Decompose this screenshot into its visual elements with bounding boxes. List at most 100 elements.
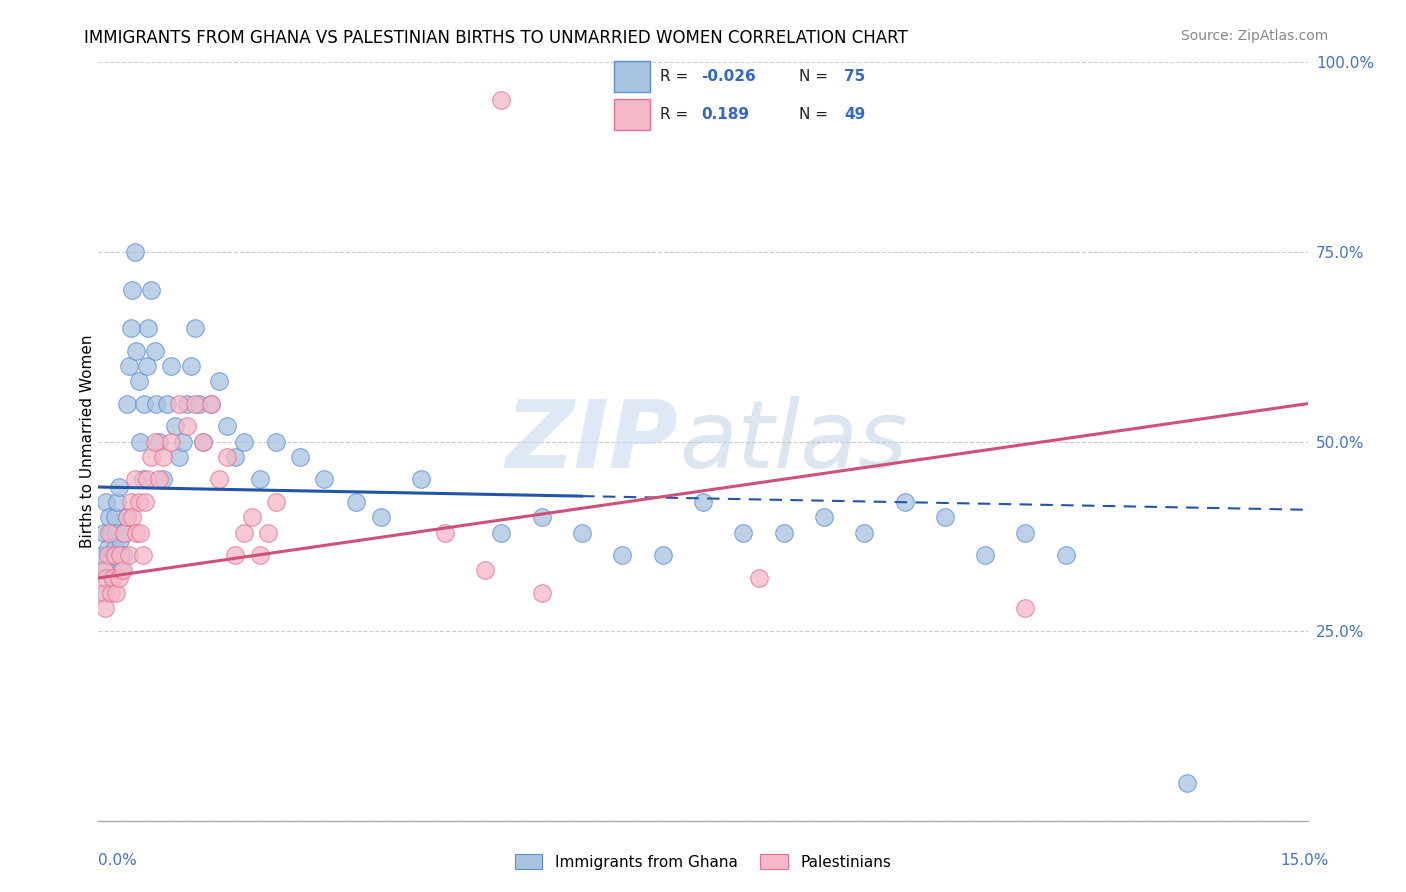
Point (651, 548, 673, 563)
Text: R =: R = (659, 107, 697, 122)
Point (121, 510, 143, 524)
Point (93, 525, 115, 540)
Legend: Immigrants from Ghana, Palestinians: Immigrants from Ghana, Palestinians (515, 855, 891, 870)
Point (232, 434, 254, 449)
Point (96, 564, 118, 578)
Point (103, 541, 125, 555)
Point (103, 510, 125, 524)
Point (101, 571, 124, 585)
Point (134, 495, 156, 509)
Text: -0.026: -0.026 (702, 69, 756, 84)
Point (530, 510, 553, 524)
Y-axis label: Births to Unmarried Women: Births to Unmarried Women (80, 334, 94, 549)
Point (249, 473, 271, 487)
Point (434, 525, 457, 540)
Text: 75: 75 (844, 69, 865, 84)
Point (107, 571, 129, 585)
Point (474, 564, 496, 578)
Point (91, 586, 114, 600)
Point (409, 473, 432, 487)
Point (94, 586, 117, 600)
Point (772, 525, 794, 540)
Point (128, 374, 150, 388)
Point (288, 450, 311, 464)
Point (145, 396, 167, 410)
Point (115, 510, 138, 524)
Point (135, 359, 157, 373)
Point (180, 359, 202, 373)
Point (94, 601, 117, 615)
Point (193, 434, 215, 449)
Point (748, 571, 770, 585)
Point (101, 548, 124, 563)
Point (160, 359, 183, 373)
Point (224, 548, 246, 563)
Point (96, 571, 118, 585)
Point (115, 396, 138, 410)
Point (110, 564, 132, 578)
Point (112, 525, 135, 540)
Point (129, 525, 152, 540)
Point (134, 396, 156, 410)
Point (107, 480, 129, 494)
Point (1014, 601, 1036, 615)
Text: ZIP: ZIP (506, 395, 679, 488)
Point (112, 525, 135, 540)
Text: N =: N = (799, 69, 832, 84)
Text: 15.0%: 15.0% (1281, 854, 1329, 868)
Point (1014, 525, 1036, 540)
Bar (614, 99, 650, 130)
Point (264, 434, 287, 449)
Point (108, 548, 131, 563)
Point (96, 495, 118, 509)
Point (100, 525, 122, 540)
Point (370, 510, 392, 524)
Point (139, 283, 162, 297)
Point (240, 510, 263, 524)
Point (692, 495, 714, 509)
Point (103, 548, 125, 563)
Text: 0.0%: 0.0% (98, 854, 138, 868)
Point (163, 419, 186, 434)
Text: 49: 49 (844, 107, 865, 122)
Point (853, 525, 876, 540)
Point (813, 510, 835, 524)
Point (125, 343, 148, 358)
Point (232, 525, 254, 540)
Point (120, 320, 142, 334)
Point (491, 93, 513, 107)
Point (167, 450, 190, 464)
Point (111, 548, 134, 563)
Point (128, 495, 150, 509)
Point (256, 525, 278, 540)
Point (132, 473, 155, 487)
Point (1175, 776, 1198, 790)
Text: IMMIGRANTS FROM GHANA VS PALESTINIAN BIRTHS TO UNMARRIED WOMEN CORRELATION CHART: IMMIGRANTS FROM GHANA VS PALESTINIAN BIR… (84, 29, 908, 46)
Point (135, 473, 157, 487)
Point (143, 434, 166, 449)
Point (491, 525, 513, 540)
Point (200, 396, 222, 410)
Point (100, 586, 122, 600)
Point (129, 434, 152, 449)
Point (249, 548, 271, 563)
Point (314, 473, 336, 487)
Point (208, 473, 231, 487)
Point (1054, 548, 1077, 563)
Text: R =: R = (659, 69, 693, 84)
Point (974, 548, 997, 563)
Point (152, 473, 174, 487)
Point (91, 548, 114, 563)
Point (132, 548, 155, 563)
Point (193, 434, 215, 449)
Point (200, 396, 222, 410)
Point (188, 396, 211, 410)
Point (733, 525, 755, 540)
Point (138, 320, 160, 334)
Point (97, 541, 120, 555)
Point (172, 434, 194, 449)
Point (105, 586, 128, 600)
Point (124, 244, 146, 259)
Point (224, 450, 246, 464)
Point (148, 473, 170, 487)
